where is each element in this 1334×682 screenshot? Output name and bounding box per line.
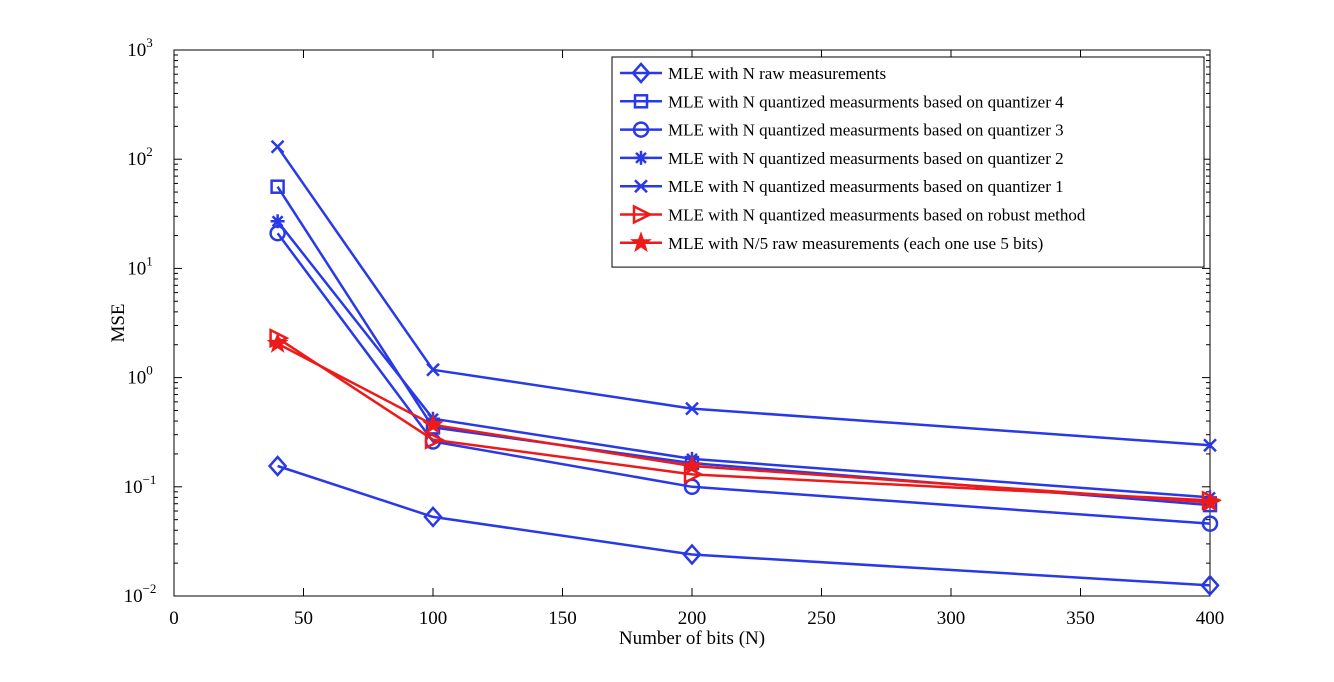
legend-marker [631, 62, 651, 84]
series-x [270, 139, 1217, 453]
x-axis-ticks: 0 50 100 150 200 250 300 350 400 [169, 50, 1224, 629]
series-line [276, 220, 1211, 499]
data-point [681, 454, 703, 476]
y-tick-label: 102 [127, 144, 153, 170]
x-tick-label: 250 [807, 608, 836, 629]
y-tick-base: 10 [127, 258, 146, 279]
y-tick-base: 10 [127, 368, 146, 389]
x-tick-label: 300 [937, 608, 966, 629]
series-layer [266, 139, 1222, 597]
series-line [276, 232, 1211, 525]
series-line [277, 342, 1211, 504]
legend-entry: MLE with N/5 raw measurements (each one … [620, 231, 1043, 253]
series-diamond [267, 455, 1220, 597]
x-tick-label: 50 [294, 608, 313, 629]
y-tick-exponent: 0 [146, 363, 153, 378]
legend-label: MLE with N raw measurements [668, 64, 886, 83]
data-point [426, 362, 440, 377]
x-tick-label: 0 [169, 608, 179, 629]
data-point [1200, 574, 1220, 597]
legend-label: MLE with N quantized measurments based o… [668, 149, 1064, 168]
y-tick-label: 10−1 [124, 472, 157, 498]
data-point [423, 506, 443, 528]
series-line [276, 146, 1211, 447]
y-tick-exponent: 3 [146, 35, 153, 50]
legend-marker [632, 121, 650, 138]
data-point [266, 332, 289, 353]
data-point [1203, 438, 1217, 453]
data-point [267, 455, 288, 477]
legend-marker [634, 179, 648, 194]
data-point [270, 139, 285, 154]
data-point [270, 179, 285, 194]
legend-marker [634, 150, 648, 165]
y-tick-label: 101 [127, 253, 153, 279]
y-tick-base: 10 [127, 40, 146, 61]
x-tick-label: 100 [419, 608, 448, 629]
x-axis-label: Number of bits (N) [619, 628, 765, 649]
legend-entry: MLE with N quantized measurments based o… [620, 149, 1064, 168]
legend: MLE with N raw measurements MLE with N qu… [611, 56, 1205, 268]
y-tick-base: 10 [127, 149, 146, 170]
y-tick-label: 100 [127, 363, 153, 389]
legend-entry: MLE with N quantized measurments based o… [620, 177, 1064, 196]
data-point [1201, 515, 1219, 532]
y-tick-exponent: 2 [146, 144, 153, 159]
y-tick-base: 10 [124, 477, 143, 498]
legend-marker [632, 204, 653, 225]
legend-label: MLE with N quantized measurments based o… [668, 92, 1064, 111]
y-axis-label: MSE [108, 303, 129, 342]
legend-entry: MLE with N quantized measurments based o… [620, 121, 1064, 140]
x-tick-label: 200 [678, 608, 707, 629]
legend-entry: MLE with N raw measurements [620, 62, 886, 84]
series-line [277, 464, 1211, 587]
data-point [1199, 490, 1221, 512]
x-tick-label: 400 [1196, 608, 1225, 629]
legend-marker [630, 231, 652, 253]
legend-box [611, 56, 1205, 268]
data-point [424, 429, 445, 450]
data-point [270, 214, 285, 229]
y-tick-base: 10 [124, 586, 143, 607]
y-tick-label: 10−2 [124, 581, 157, 607]
legend-label: MLE with N quantized measurments based o… [668, 121, 1064, 140]
y-tick-label: 103 [127, 35, 153, 61]
y-tick-exponent: 1 [146, 253, 153, 268]
x-tick-label: 150 [548, 608, 577, 629]
y-tick-exponent: −1 [143, 472, 157, 487]
data-point [422, 413, 444, 435]
legend-label: MLE with N quantized measurments based o… [668, 177, 1064, 196]
data-point [685, 401, 699, 416]
data-point [682, 543, 702, 566]
x-tick-label: 350 [1066, 608, 1095, 629]
series-line [276, 337, 1211, 502]
legend-label: MLE with N/5 raw measurements (each one … [668, 234, 1043, 253]
legend-label: MLE with N quantized measurments based o… [668, 206, 1086, 225]
legend-entry: MLE with N quantized measurments based o… [620, 92, 1064, 111]
legend-entry: MLE with N quantized measurments based o… [620, 204, 1086, 225]
series-star [266, 332, 1221, 512]
y-tick-exponent: −2 [143, 581, 157, 596]
legend-marker [633, 94, 649, 109]
